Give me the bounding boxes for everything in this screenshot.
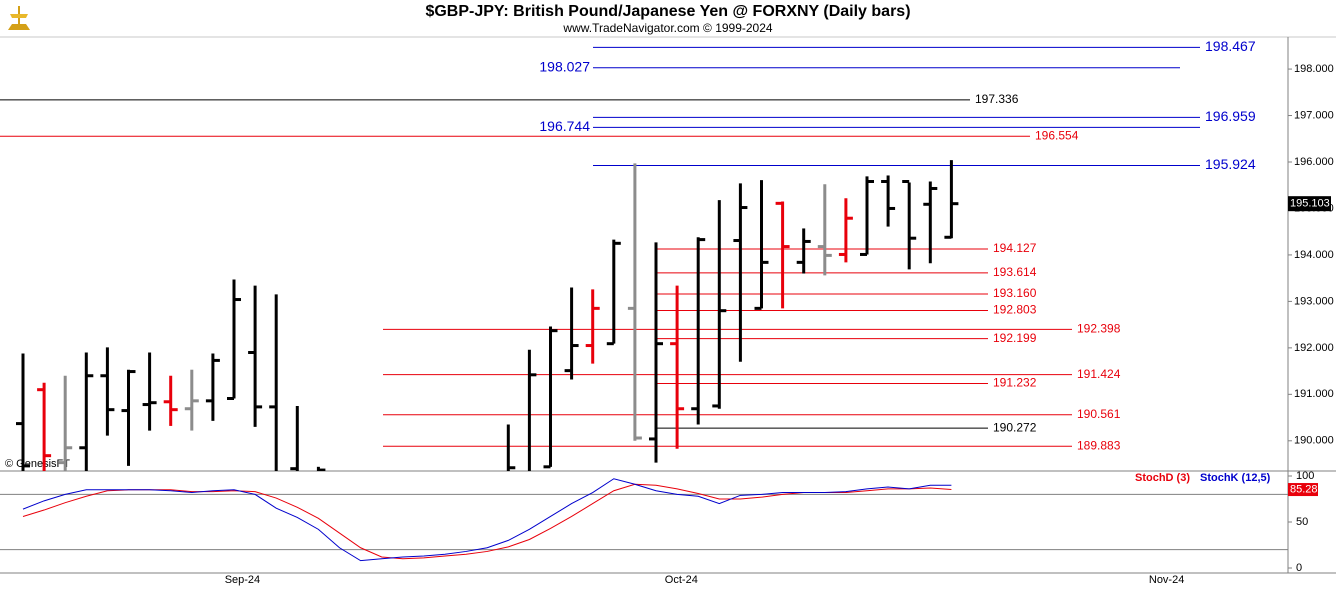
chart-subtitle: www.TradeNavigator.com © 1999-2024 xyxy=(562,21,772,35)
y-tick-label: 0 xyxy=(1296,562,1302,574)
last-value-badge xyxy=(1288,483,1318,497)
last-value-label: 85.28 xyxy=(1290,483,1318,495)
x-tick-label: Nov-24 xyxy=(1149,574,1184,586)
last-price-label: 195.103 xyxy=(1290,198,1330,210)
watermark: © GenesisFT xyxy=(5,458,70,470)
level-label: 191.424 xyxy=(1077,367,1121,381)
level-label: 190.561 xyxy=(1077,407,1121,421)
y-tick-label: 190.000 xyxy=(1294,435,1334,447)
logo xyxy=(8,6,30,30)
stoch-line xyxy=(22,478,952,562)
level-label: 191.232 xyxy=(993,376,1037,390)
level-label: 190.272 xyxy=(993,420,1037,434)
y-tick-label: 191.000 xyxy=(1294,388,1334,400)
y-tick-label: 198.000 xyxy=(1294,63,1334,75)
axes: 190.000191.000192.000193.000194.000195.0… xyxy=(225,38,1334,586)
y-tick-label: 193.000 xyxy=(1294,295,1334,307)
legend-entry: StochD (3) xyxy=(1135,472,1190,484)
level-label: 189.883 xyxy=(1077,438,1121,452)
level-label: 196.744 xyxy=(539,118,590,134)
level-label: 198.467 xyxy=(1205,38,1256,54)
x-tick-label: Sep-24 xyxy=(225,574,260,586)
y-tick-label: 100 xyxy=(1296,470,1314,482)
y-tick-label: 50 xyxy=(1296,516,1308,528)
level-label: 193.614 xyxy=(993,265,1037,279)
level-label: 194.127 xyxy=(993,241,1037,255)
stoch-panel xyxy=(0,478,1288,562)
level-label: 195.924 xyxy=(1205,156,1256,172)
level-label: 192.398 xyxy=(1077,322,1121,336)
level-label: 192.803 xyxy=(993,303,1037,317)
x-tick-label: Oct-24 xyxy=(665,574,698,586)
y-tick-label: 194.000 xyxy=(1294,249,1334,261)
y-tick-label: 196.000 xyxy=(1294,156,1334,168)
level-label: 192.199 xyxy=(993,331,1037,345)
y-tick-label: 197.000 xyxy=(1294,109,1334,121)
level-label: 196.959 xyxy=(1205,108,1256,124)
level-label: 198.027 xyxy=(539,59,590,75)
chart-title: $GBP-JPY: British Pound/Japanese Yen @ F… xyxy=(425,3,910,20)
level-label: 197.336 xyxy=(975,92,1019,106)
level-label: 196.554 xyxy=(1035,128,1079,142)
price-panel xyxy=(0,46,1200,471)
stoch-line xyxy=(22,483,952,560)
last-price-badge xyxy=(1288,196,1331,212)
level-label: 193.160 xyxy=(993,286,1037,300)
legend-entry: StochK (12,5) xyxy=(1200,472,1271,484)
y-tick-label: 192.000 xyxy=(1294,342,1334,354)
